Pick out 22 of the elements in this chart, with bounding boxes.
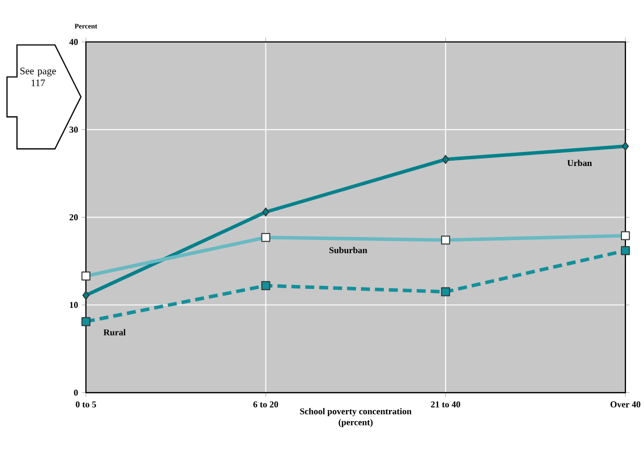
point — [262, 208, 270, 217]
point — [82, 291, 90, 300]
point — [261, 281, 270, 290]
text: See page 117 — [20, 68, 56, 86]
series-label: Urban — [567, 160, 592, 166]
series-label: Suburban — [329, 247, 368, 254]
point — [620, 246, 630, 256]
y-tick-label: 40 — [69, 39, 78, 46]
x-tick-label: 6 to 20 — [253, 402, 278, 408]
y-tick-label: 30 — [70, 126, 78, 133]
y-tick-label: 0 — [74, 390, 78, 396]
y-tick-label: 10 — [70, 302, 78, 308]
x-tick-label: 0 to 5 — [76, 402, 96, 408]
x-tick-label: Over 40 — [610, 402, 640, 408]
y-tick-label: 20 — [70, 214, 78, 221]
point — [622, 142, 629, 151]
x-tick-label: 21 to 40 — [431, 402, 460, 408]
point — [442, 155, 450, 164]
x-axis-title: School poverty concentration (percent) — [300, 408, 412, 428]
point — [441, 288, 450, 296]
series-label: Rural — [104, 329, 126, 336]
point — [81, 317, 90, 326]
